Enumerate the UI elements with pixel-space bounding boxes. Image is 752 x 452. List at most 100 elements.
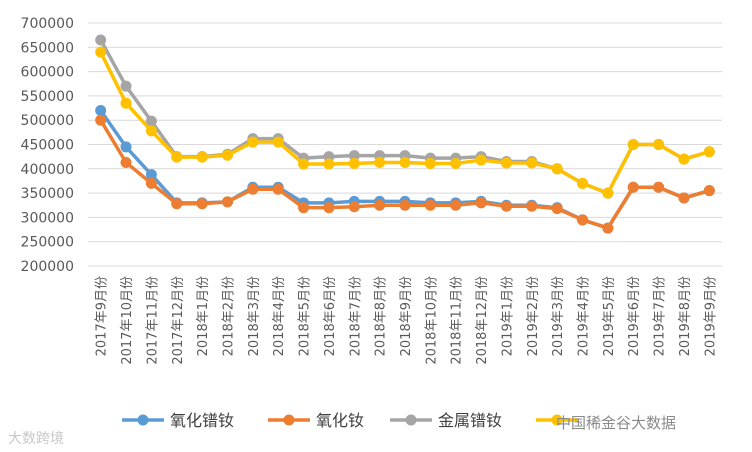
watermark-right: 中国稀金谷大数据 [556,412,676,433]
x-tick-label: 2019年9月份 [703,276,718,356]
data-point [424,199,436,211]
x-tick-label: 2018年5月份 [298,276,313,356]
data-point [348,157,360,169]
data-point [120,156,132,168]
legend-swatch-marker [283,414,295,426]
x-tick-label: 2017年10月份 [120,276,135,365]
x-tick-label: 2018年7月份 [348,276,363,356]
data-point [171,198,183,210]
data-point [145,125,157,137]
y-tick-label: 250000 [21,235,74,251]
data-point [95,34,107,46]
data-point [120,80,132,92]
data-point [145,115,157,127]
data-point [196,198,208,210]
data-point [577,214,589,226]
data-point [399,199,411,211]
x-tick-label: 2018年6月份 [323,276,338,356]
data-point [399,156,411,168]
legend-label: 氧化镨钕 [170,411,234,430]
data-point [298,202,310,214]
legend-label: 金属镨钕 [438,411,502,430]
x-tick-label: 2018年3月份 [247,276,262,356]
y-tick-label: 600000 [21,65,74,81]
x-tick-label: 2019年3月份 [551,276,566,356]
series-4 [95,46,715,199]
series-line [99,51,710,195]
data-point [424,157,436,169]
data-point [95,114,107,126]
x-tick-label: 2018年11月份 [450,276,465,365]
watermark-left: 大数跨境 [8,428,64,448]
data-point [500,200,512,212]
data-point [323,158,335,170]
y-tick-label: 700000 [21,16,74,32]
x-axis-ticks: 2017年9月份 2017年10月份 2017年11月份 2017年12月份 2018年… [95,276,719,365]
y-tick-label: 650000 [21,40,74,56]
y-tick-label: 300000 [21,210,74,226]
data-point [171,151,183,163]
data-point [95,46,107,58]
x-tick-label: 2018年10月份 [424,276,439,365]
data-point [602,222,614,234]
data-point [678,153,690,165]
legend-swatch-marker [405,414,417,426]
data-point [450,157,462,169]
data-point [526,200,538,212]
y-tick-label: 500000 [21,113,74,129]
data-point [272,183,284,195]
data-point [602,187,614,199]
x-tick-label: 2017年12月份 [171,276,186,365]
data-point [500,157,512,169]
data-point [323,202,335,214]
x-tick-label: 2019年6月份 [627,276,642,356]
data-point [653,181,665,193]
x-tick-label: 2018年4月份 [272,276,287,356]
legend-swatch-marker [551,414,563,426]
data-point [145,177,157,189]
data-point [247,183,259,195]
data-point [450,199,462,211]
data-point [374,156,386,168]
series-group [95,34,715,234]
x-tick-label: 2018年8月份 [374,276,389,356]
data-point [374,199,386,211]
data-point [196,151,208,163]
legend: 氧化镨钕 氧化钕 金属镨钕 [122,411,578,430]
data-point [475,197,487,209]
x-tick-label: 2019年5月份 [602,276,617,356]
data-point [348,201,360,213]
data-point [95,104,107,116]
data-point [221,196,233,208]
data-point [526,157,538,169]
data-point [120,141,132,153]
data-point [221,149,233,161]
data-point [627,139,639,150]
x-tick-label: 2019年8月份 [678,276,693,356]
data-point [678,192,690,204]
y-tick-label: 450000 [21,138,74,154]
data-point [272,136,284,148]
data-point [703,146,715,158]
data-point [627,181,639,193]
x-tick-label: 2019年4月份 [577,276,592,356]
data-point [653,139,665,150]
x-tick-label: 2019年7月份 [653,276,668,356]
series-2 [95,114,715,234]
x-tick-label: 2017年9月份 [95,276,110,356]
x-tick-label: 2017年11月份 [145,276,160,365]
y-tick-label: 200000 [21,259,74,275]
gridlines [88,22,722,267]
watermark-left-text: 大数跨境 [8,431,64,447]
legend-swatch-marker [137,414,149,426]
data-point [145,169,157,181]
data-point [247,136,259,148]
data-point [120,97,132,109]
x-tick-label: 2018年9月份 [399,276,414,356]
y-axis-ticks: 200000 250000 300000 350000 400000 450000 5000… [21,16,74,275]
x-tick-label: 2019年2月份 [526,276,541,356]
legend-label: 氧化钕 [316,411,364,430]
x-tick-label: 2018年12月份 [475,276,490,365]
y-tick-label: 400000 [21,162,74,178]
